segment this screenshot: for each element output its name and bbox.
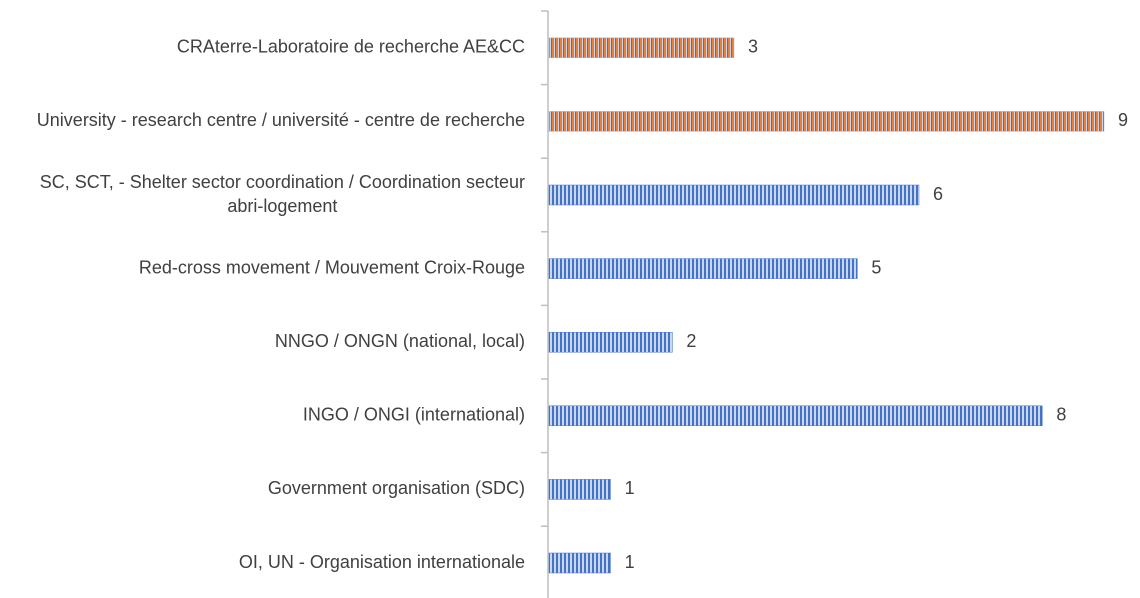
y-tick-label: NNGO / ONGN (national, local): [275, 331, 525, 351]
bar: [548, 184, 920, 206]
data-label: 5: [871, 257, 881, 277]
bar: [548, 111, 1105, 132]
bar: [548, 405, 1043, 427]
y-tick-label: SC, SCT, - Shelter sector coordination /…: [40, 172, 525, 216]
bar: [548, 331, 673, 353]
y-tick-label: OI, UN - Organisation internationale: [239, 552, 525, 572]
y-tick-label: CRAterre-Laboratoire de recherche AE&CC: [177, 37, 525, 57]
bar: [548, 552, 611, 574]
bar: [548, 37, 735, 59]
data-label: 2: [686, 331, 696, 351]
data-label: 3: [748, 37, 758, 57]
bar: [548, 258, 858, 279]
data-label: 9: [1118, 110, 1128, 130]
y-tick-label: University - research centre / universit…: [37, 110, 525, 130]
y-tick-label: Red-cross movement / Mouvement Croix-Rou…: [139, 257, 525, 277]
y-tick-label: INGO / ONGI (international): [303, 405, 525, 425]
bar: [548, 479, 611, 500]
data-label: 6: [933, 184, 943, 204]
data-label: 1: [625, 552, 635, 572]
data-label: 1: [625, 478, 635, 498]
data-label: 8: [1056, 405, 1066, 425]
y-tick-label: Government organisation (SDC): [268, 478, 525, 498]
